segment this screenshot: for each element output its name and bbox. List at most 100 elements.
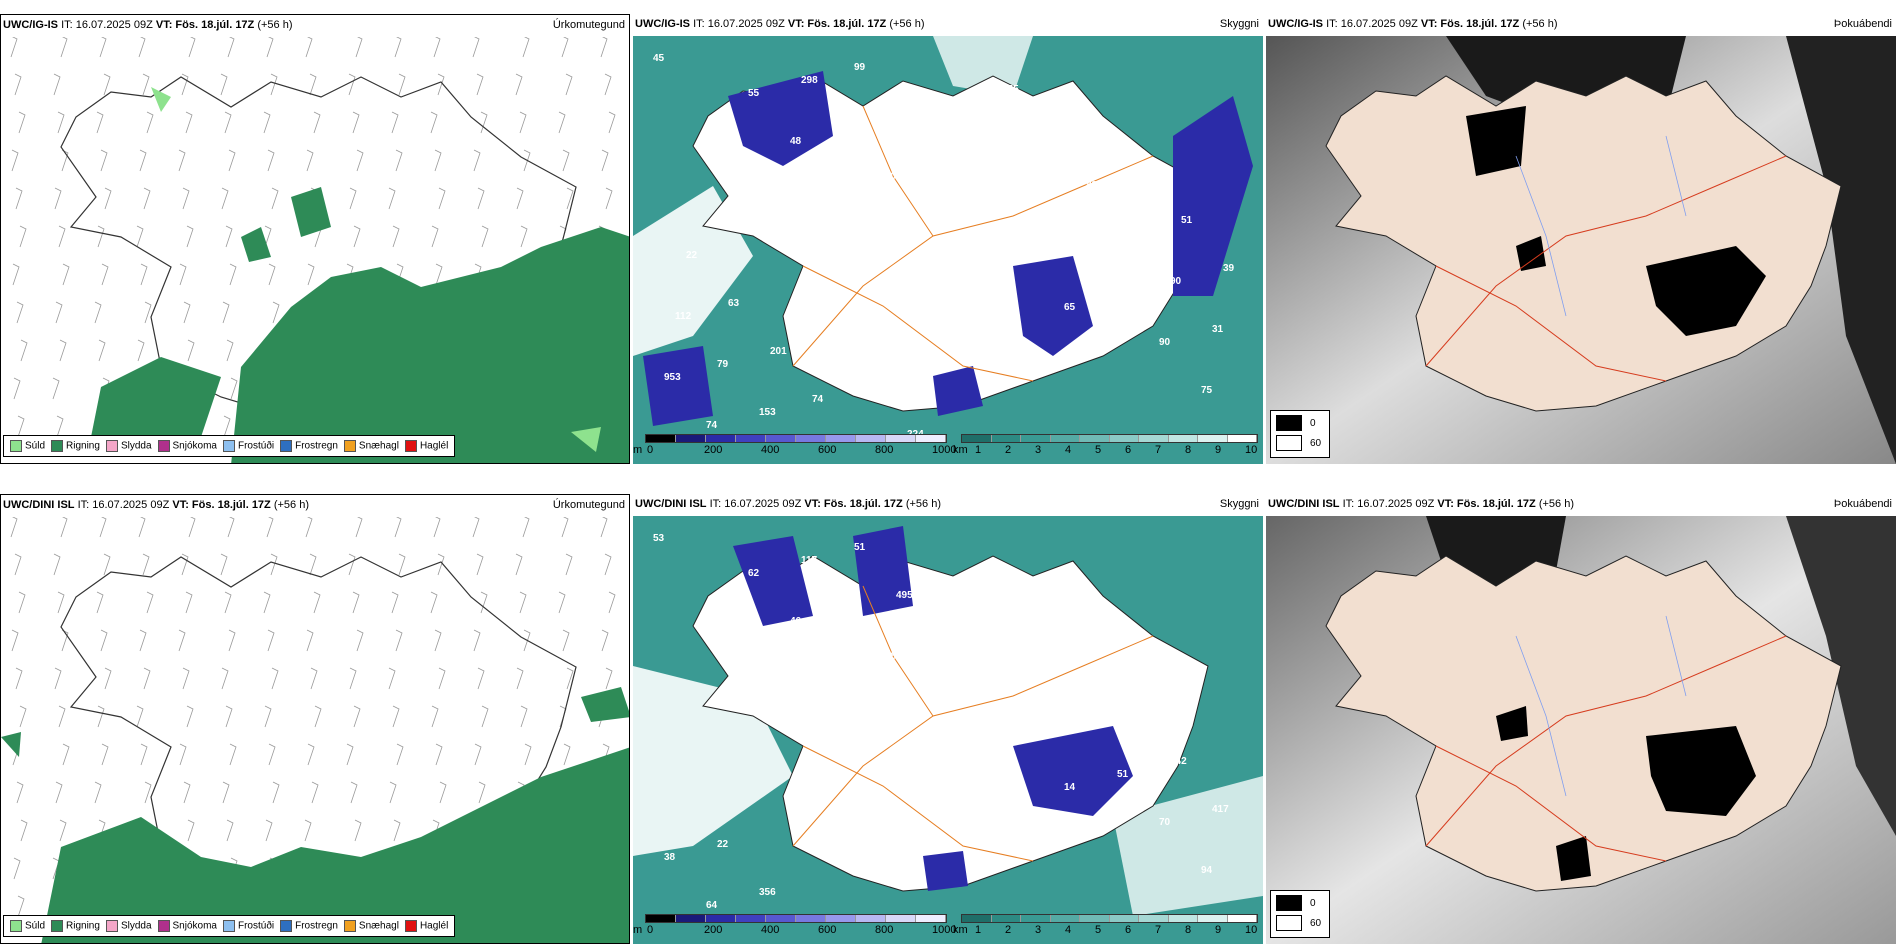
wind-barb bbox=[222, 781, 230, 804]
wind-barb bbox=[398, 553, 406, 576]
fog-index-map bbox=[1266, 36, 1896, 464]
wind-barb bbox=[228, 629, 236, 652]
wind-barb bbox=[19, 705, 27, 728]
wind-barb bbox=[185, 111, 193, 134]
wind-barb bbox=[144, 301, 152, 324]
wind-barb bbox=[311, 781, 319, 804]
panel-header: UWC/IG-IS IT: 16.07.2025 09Z VT: Fös. 18… bbox=[1, 15, 629, 35]
wind-barb bbox=[395, 149, 403, 172]
wind-barb bbox=[20, 339, 28, 362]
visibility-colorbar: km 1 2 3 4 5 6 7 8 9 10 bbox=[953, 434, 1263, 460]
wind-barb bbox=[188, 517, 196, 538]
panel-title: Úrkomutegund bbox=[552, 19, 625, 31]
roads bbox=[792, 105, 1154, 382]
cloud-base-labels: 53 46 44 14 94 62 181 91 70 64 63 58 51 38 117 93 229 417… bbox=[653, 533, 1229, 911]
legend-label: Frostúði bbox=[237, 440, 275, 452]
wind-barb bbox=[52, 377, 60, 400]
wind-barb bbox=[140, 743, 148, 766]
cloud-base-label: 45 bbox=[653, 53, 665, 64]
wind-barb bbox=[229, 743, 237, 766]
wind-barb bbox=[186, 705, 194, 728]
visibility-unit: km bbox=[953, 444, 968, 456]
wind-barb bbox=[146, 111, 154, 134]
wind-barb bbox=[431, 705, 439, 728]
cloud-base-label: 51 bbox=[1117, 769, 1129, 780]
legend-item: Súld bbox=[10, 920, 45, 932]
wind-barb bbox=[388, 187, 396, 210]
panel-header: UWC/DINI ISL IT: 16.07.2025 09Z VT: Fös.… bbox=[633, 494, 1263, 514]
wind-barb bbox=[604, 73, 612, 96]
wind-barb bbox=[430, 591, 438, 614]
panel-title: Skyggni bbox=[1219, 18, 1259, 30]
legend-swatch bbox=[404, 920, 417, 932]
model-name: UWC/IG-IS bbox=[635, 18, 690, 30]
lead-time: (+56 h) bbox=[273, 499, 310, 511]
wind-barb bbox=[600, 517, 608, 538]
cloud-base-label: 22 bbox=[686, 250, 698, 261]
wind-barb bbox=[185, 591, 193, 614]
wind-barb bbox=[142, 553, 150, 576]
panel-title: Þokuábendi bbox=[1833, 498, 1892, 510]
model-name: UWC/DINI ISL bbox=[3, 499, 75, 511]
cloud-base-label: 146 bbox=[980, 206, 997, 217]
cloud-base-label: 75 bbox=[1201, 385, 1213, 396]
wind-barb bbox=[391, 111, 399, 134]
legend-item: Rigning bbox=[51, 920, 100, 932]
colorbar-tick-label: 5 bbox=[1095, 924, 1102, 936]
init-time: IT: 16.07.2025 09Z bbox=[693, 18, 785, 30]
legend-label: Frostregn bbox=[295, 440, 338, 452]
cloud-base-label: 39 bbox=[1223, 263, 1235, 274]
legend-label: Frostregn bbox=[295, 920, 338, 932]
wind-barb bbox=[272, 781, 280, 804]
wind-barb bbox=[392, 705, 400, 728]
wind-barb bbox=[227, 37, 235, 58]
cloud-base-label: 105 bbox=[865, 381, 882, 392]
colorbar-tick-label: 0 bbox=[647, 444, 654, 456]
panel-header: UWC/IG-IS IT: 16.07.2025 09Z VT: Fös. 18… bbox=[633, 14, 1263, 34]
wind-barb bbox=[270, 73, 278, 96]
wind-barb bbox=[99, 517, 107, 538]
wind-barb bbox=[15, 667, 23, 690]
legend-label: Súld bbox=[25, 920, 46, 932]
model-name: UWC/IG-IS bbox=[3, 19, 58, 31]
cloud-visibility-map: 4548386575556014907414814616895329847576… bbox=[633, 36, 1263, 464]
wind-barb bbox=[263, 591, 271, 614]
wind-barb bbox=[600, 37, 608, 58]
wind-barb bbox=[389, 781, 397, 804]
legend-swatch bbox=[280, 440, 293, 452]
cloud-base-label: 153 bbox=[759, 407, 776, 418]
legend-label: Rigning bbox=[66, 920, 100, 932]
valid-time: VT: Fös. 18.júl. 17Z bbox=[1420, 18, 1520, 30]
wind-barb bbox=[565, 553, 573, 576]
rain-areas bbox=[91, 187, 629, 463]
cloud-base-label: 74 bbox=[706, 420, 718, 431]
wind-barb bbox=[138, 517, 146, 538]
wind-barb bbox=[391, 591, 399, 614]
panel-title: Þokuábendi bbox=[1833, 18, 1892, 30]
wind-barb bbox=[434, 629, 442, 652]
wind-barb bbox=[348, 553, 356, 576]
cloud-base-label: 495 bbox=[896, 590, 913, 601]
wind-barb bbox=[97, 225, 105, 248]
legend-label: Snjókoma bbox=[172, 440, 217, 452]
wind-barb bbox=[438, 187, 446, 210]
wind-barb bbox=[473, 149, 481, 172]
wind-barb bbox=[136, 705, 144, 728]
fog-index-panel-bottom: UWC/DINI ISL IT: 16.07.2025 09Z VT: Fös.… bbox=[1266, 494, 1896, 944]
cloud-base-label: 87 bbox=[896, 110, 908, 121]
cloud-base-label: 18 bbox=[1033, 673, 1045, 684]
precip-map bbox=[1, 517, 629, 943]
wind-barb bbox=[183, 301, 191, 324]
wind-barb bbox=[187, 819, 195, 842]
rain-areas bbox=[1, 687, 629, 943]
lead-time: (+56 h) bbox=[889, 18, 925, 30]
wind-barb bbox=[264, 705, 272, 728]
valid-time: VT: Fös. 18.júl. 17Z bbox=[1437, 498, 1536, 510]
cloud-base-label: 58 bbox=[980, 686, 992, 697]
wind-barb bbox=[307, 263, 315, 286]
wind-barb bbox=[104, 187, 112, 210]
wind-barb bbox=[98, 339, 106, 362]
wind-barb bbox=[353, 705, 361, 728]
wind-barb bbox=[307, 743, 315, 766]
cloud-base-label: 475 bbox=[938, 158, 955, 169]
